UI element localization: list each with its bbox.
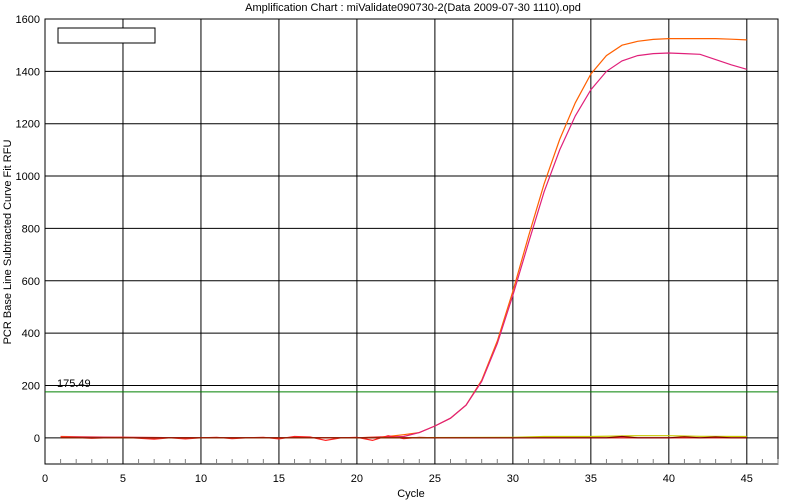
- x-tick-label-8: 40: [663, 473, 675, 485]
- x-tick-label-5: 25: [429, 473, 441, 485]
- threshold-group: 175.49: [45, 378, 778, 393]
- x-tick-label-3: 15: [273, 473, 285, 485]
- y-tick-label-2: 400: [22, 328, 40, 340]
- y-tick-label-3: 600: [22, 276, 40, 288]
- x-tick-label-4: 20: [351, 473, 363, 485]
- x-tick-label-7: 35: [585, 473, 597, 485]
- series-group: [60, 37, 747, 442]
- y-tick-label-6: 1200: [16, 119, 40, 131]
- y-tick-label-5: 1000: [16, 171, 40, 183]
- x-tick-labels: 0 5 10 15 20 25 30 35 40 45: [42, 473, 753, 485]
- grid: [45, 19, 778, 464]
- y-axis-label: PCR Base Line Subtracted Curve Fit RFU: [2, 140, 14, 345]
- y-tick-label-4: 800: [22, 223, 40, 235]
- x-tick-label-1: 5: [120, 473, 126, 485]
- x-tick-label-9: 45: [741, 473, 753, 485]
- series-line-4: [60, 435, 747, 439]
- y-tick-label-0: 0: [34, 433, 40, 445]
- x-tick-label-6: 30: [507, 473, 519, 485]
- y-tick-label-1: 200: [22, 380, 40, 392]
- x-axis-label: Cycle: [397, 488, 425, 500]
- threshold-label: 175.49: [57, 378, 91, 390]
- y-tick-label-8: 1600: [16, 14, 40, 26]
- y-tick-labels: 0 200 400 600 800 1000 1200 1400 1600: [16, 14, 40, 445]
- y-tick-label-7: 1400: [16, 66, 40, 78]
- chart-title: Amplification Chart : miValidate090730-2…: [245, 2, 581, 14]
- x-tick-label-0: 0: [42, 473, 48, 485]
- legend-box: [57, 27, 156, 44]
- x-tick-label-2: 10: [195, 473, 207, 485]
- plot-area: [44, 18, 779, 465]
- minor-ticks: [60, 459, 779, 464]
